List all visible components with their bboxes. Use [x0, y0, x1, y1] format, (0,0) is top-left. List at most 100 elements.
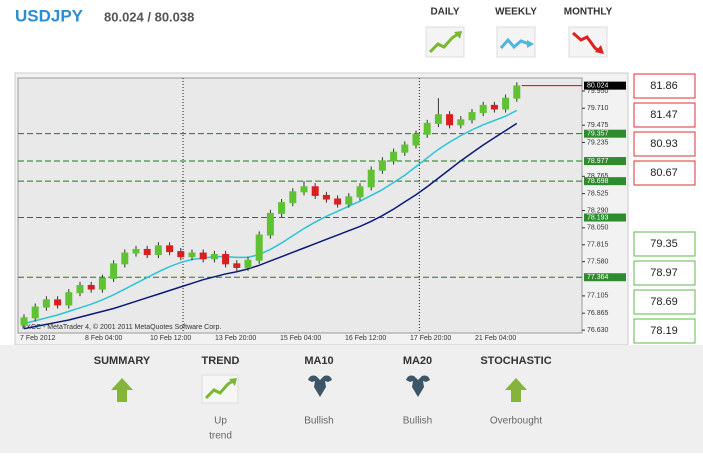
summary-icons [111, 374, 527, 404]
y-tick-label: 78.290 [587, 207, 609, 214]
y-tick-label: 77.580 [587, 259, 609, 266]
candle-body [345, 196, 353, 205]
candle-body [143, 248, 151, 255]
candle-body [188, 252, 196, 258]
symbol: USDJPY [15, 6, 84, 25]
y-tick-label: 77.105 [587, 293, 609, 300]
summary-title: MA20 [403, 355, 432, 367]
candle-body [98, 277, 106, 290]
level-label: 78.193 [587, 214, 609, 221]
resistance-box [633, 73, 696, 99]
candle-body [479, 104, 487, 114]
candle-body [502, 97, 510, 110]
y-tick-label: 78.050 [587, 225, 609, 232]
candle-body [154, 245, 162, 255]
y-tick-label: 77.815 [587, 242, 609, 249]
price-label: 80.024 [587, 82, 609, 89]
x-tick-label: 21 Feb 04:00 [475, 335, 516, 342]
candle-body [356, 186, 364, 198]
price-marker [584, 81, 626, 90]
candle-body [255, 234, 263, 261]
candle-body [210, 253, 218, 260]
plot-area [17, 77, 583, 334]
summary-title: SUMMARY [94, 355, 151, 367]
candle-body [110, 263, 118, 279]
candle-body [121, 252, 129, 265]
candle-body [468, 112, 476, 121]
chart-footer: FXCC - MetaTrader 4, © 2001 2011 MetaQuo… [22, 323, 221, 331]
candle-body [266, 212, 274, 236]
candle-body [166, 245, 174, 253]
resistance-box [633, 160, 696, 186]
resistance-level: 81.47 [650, 109, 678, 121]
support-box [633, 318, 696, 344]
x-tick-label: 7 Feb 2012 [20, 335, 56, 342]
weekly-icon[interactable] [496, 26, 536, 58]
candle-body [446, 114, 454, 126]
candle-body [233, 263, 241, 268]
level-marker [584, 157, 626, 166]
summary-status: Overbought [490, 416, 542, 427]
candle-body [289, 191, 297, 204]
x-tick-label: 10 Feb 12:00 [150, 335, 191, 342]
candle-body [20, 317, 28, 326]
y-tick-label: 76.865 [587, 310, 609, 317]
x-tick-label: 8 Feb 04:00 [85, 335, 122, 342]
candle-body [490, 104, 498, 110]
y-tick-label: 79.235 [587, 139, 609, 146]
candle-body [54, 299, 62, 306]
summary-status: Bullish [304, 416, 333, 427]
summary-status: trend [209, 431, 232, 442]
candle-body [76, 284, 84, 294]
y-tick-label: 76.630 [587, 327, 609, 334]
resistance-level: 80.67 [650, 167, 678, 179]
candle-body [457, 119, 465, 126]
candle-body [300, 186, 308, 193]
daily-icon[interactable] [425, 26, 465, 58]
level-label: 78.977 [587, 158, 609, 165]
level-label: 79.357 [587, 131, 609, 138]
period-tab[interactable]: WEEKLY [495, 7, 537, 18]
y-tick-label: 79.710 [587, 105, 609, 112]
resistance-level: 80.93 [650, 138, 678, 150]
candle-body [401, 144, 409, 153]
period-tab[interactable]: DAILY [430, 7, 459, 18]
monthly-icon[interactable] [568, 26, 608, 58]
summary-status: Bullish [403, 416, 432, 427]
support-level: 78.69 [650, 296, 678, 308]
candle-body [222, 253, 230, 265]
candle-body [177, 251, 185, 258]
y-tick-label: 78.765 [587, 173, 609, 180]
candle-body [199, 252, 207, 260]
x-tick-label: 13 Feb 20:00 [215, 335, 256, 342]
y-tick-label: 79.475 [587, 122, 609, 129]
candle-body [87, 284, 95, 290]
ma20-line [23, 122, 518, 330]
x-tick-label: 16 Feb 12:00 [345, 335, 386, 342]
support-box [633, 231, 696, 257]
level-label: 78.698 [587, 178, 609, 185]
level-marker [584, 213, 626, 222]
resistance-box [633, 102, 696, 128]
ma10-line [23, 109, 518, 325]
support-level: 79.35 [650, 238, 678, 250]
period-tab[interactable]: MONTHLY [564, 7, 613, 18]
candle-body [513, 85, 521, 99]
level-marker [584, 177, 626, 186]
candle-body [390, 151, 398, 162]
summary-title: TREND [202, 355, 240, 367]
candle-body [334, 198, 342, 205]
candle-body [244, 259, 252, 268]
y-tick-label: 79.950 [587, 88, 609, 95]
candle-body [278, 202, 286, 214]
candle-body [367, 169, 375, 188]
summary-title: MA10 [304, 355, 333, 367]
level-marker [584, 273, 626, 282]
support-level: 78.97 [650, 267, 678, 279]
candle-body [31, 306, 39, 319]
candle-body [311, 186, 319, 196]
candle-body [423, 122, 431, 135]
support-box [633, 289, 696, 315]
x-tick-label: 15 Feb 04:00 [280, 335, 321, 342]
